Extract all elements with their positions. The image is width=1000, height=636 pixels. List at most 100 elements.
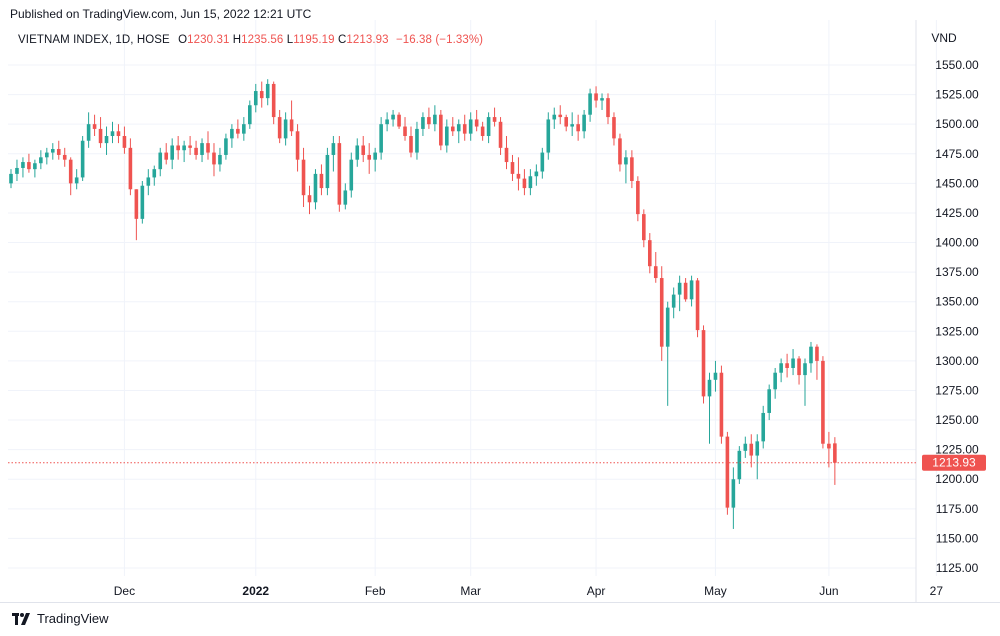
candle-body: [200, 143, 204, 155]
candle-body: [498, 121, 503, 148]
high-value: 1235.56: [241, 34, 284, 46]
y-tick-label: 1250.00: [935, 413, 979, 427]
candle-body: [677, 282, 682, 295]
candle-body: [779, 363, 783, 373]
tradingview-brand: TradingView: [37, 611, 109, 626]
candle-body: [701, 330, 706, 397]
candle-body: [433, 114, 437, 125]
candle-body: [671, 294, 676, 308]
candle-body: [307, 195, 312, 203]
currency-label: VND: [931, 31, 957, 45]
candle-body: [552, 114, 557, 120]
candle-body: [74, 177, 79, 184]
candle-body: [373, 152, 377, 160]
candle-body: [86, 124, 91, 141]
y-tick-label: 1450.00: [935, 176, 979, 190]
candle-body: [653, 266, 658, 279]
y-tick-label: 1525.00: [935, 88, 979, 102]
candle-body: [337, 143, 342, 205]
candle-body: [749, 443, 754, 456]
published-caption: Published on TradingView.com, Jun 15, 20…: [10, 7, 312, 21]
candle-body: [683, 282, 688, 300]
candle-body: [474, 119, 479, 127]
y-tick-label: 1300.00: [935, 354, 979, 368]
x-tick-label: Apr: [587, 584, 606, 598]
candle-body: [283, 119, 288, 139]
candle-body: [743, 443, 748, 451]
candle-body: [421, 117, 425, 129]
candle-body: [618, 138, 622, 165]
candle-body: [642, 214, 646, 241]
candle-body: [713, 372, 718, 380]
candle-body: [50, 149, 55, 153]
candle-body: [492, 117, 497, 122]
candle-body: [116, 131, 121, 137]
candle-body: [409, 136, 413, 153]
candle-body: [570, 124, 574, 127]
candle-body: [289, 119, 294, 132]
candle-body: [737, 450, 742, 480]
candle-body: [170, 145, 174, 160]
candle-body: [182, 145, 186, 151]
candle-body: [68, 159, 73, 184]
symbol-title: VIETNAM INDEX, 1D, HOSE: [18, 34, 170, 46]
candle-body: [194, 147, 198, 155]
candle-body: [564, 117, 569, 127]
x-tick-label: May: [704, 584, 727, 598]
candle-body: [522, 178, 527, 189]
candle-body: [128, 147, 133, 190]
candle-body: [540, 152, 545, 172]
candle-body: [248, 105, 252, 125]
candle-body: [821, 360, 825, 444]
candle-body: [361, 145, 366, 155]
candle-body: [325, 154, 330, 189]
candle-body: [403, 126, 407, 137]
tradingview-logo-icon: [12, 612, 31, 625]
candle-body: [9, 173, 13, 184]
candle-body: [558, 114, 563, 118]
candle-body: [486, 117, 491, 137]
candle-body: [379, 124, 383, 153]
y-tick-label: 1200.00: [935, 472, 979, 486]
candle-body: [301, 159, 306, 196]
candle-body: [236, 128, 240, 134]
tradingview-footer[interactable]: TradingView: [12, 611, 109, 626]
x-tick-label: Dec: [114, 584, 135, 598]
candle-body: [146, 177, 151, 186]
close-label: C: [337, 34, 347, 46]
candle-body: [427, 117, 431, 125]
candle-body: [230, 128, 234, 139]
candle-body: [33, 163, 37, 170]
y-tick-label: 1350.00: [935, 295, 979, 309]
close-value: 1213.93: [346, 34, 389, 46]
candle-body: [695, 280, 700, 331]
x-tick-label: 27: [930, 584, 944, 598]
candle-body: [450, 126, 455, 132]
x-tick-label: Feb: [365, 584, 386, 598]
candle-body: [755, 441, 760, 456]
candle-body: [665, 307, 670, 347]
candle-body: [534, 171, 539, 177]
candle-body: [415, 128, 419, 153]
candle-body: [612, 117, 616, 139]
y-tick-label: 1500.00: [935, 117, 979, 131]
candle-body: [122, 136, 127, 148]
candle-body: [104, 136, 109, 144]
candle-body: [707, 379, 712, 397]
candle-body: [791, 358, 795, 368]
ohlc-legend: VIETNAM INDEX, 1D, HOSE O1230.31 H1235.5…: [18, 34, 483, 46]
y-tick-label: 1325.00: [935, 324, 979, 338]
candle-body: [606, 98, 610, 118]
low-label: L: [286, 34, 294, 46]
candle-body: [319, 173, 324, 189]
change-value: −16.38 (−1.33%): [395, 34, 484, 46]
candlestick-chart[interactable]: 1550.00 1525.00 1500.00 1475.00 1450.00 1425.…: [0, 0, 1000, 602]
open-value: 1230.31: [187, 34, 230, 46]
candle-body: [397, 114, 401, 127]
candle-body: [809, 346, 813, 364]
candle-body: [140, 185, 145, 219]
candle-body: [331, 143, 336, 155]
candle-body: [594, 93, 598, 101]
y-tick-label: 1400.00: [935, 236, 979, 250]
candle-body: [212, 152, 216, 165]
